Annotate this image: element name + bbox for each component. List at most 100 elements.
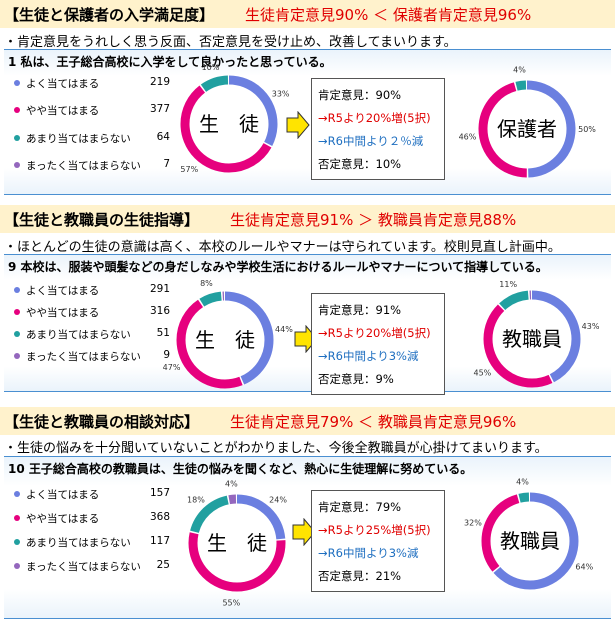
legend-count: 219 (149, 76, 170, 88)
legend-label: まったく当てはまらない (26, 351, 141, 363)
change-vs-r5: →R5より20%増(5択) (318, 326, 431, 340)
data-label-notatall: 4% (225, 479, 238, 488)
legend-marker (14, 80, 20, 86)
donut-center-label: 生 徒 (199, 112, 259, 136)
section-1-comment: ・肯定意見をうれしく思う反面、否定意見を受け止め、改善してまいります。 (4, 35, 457, 50)
section-1-header: 【生徒と保護者の入学満足度】 生徒肯定意見90% ＜ 保護者肯定意見96% (0, 0, 615, 28)
section-1-summary-box: 肯定意見：90% →R5より20%増(5択) →R6中間より２％減 否定意見：1… (311, 78, 445, 180)
section-2-summary-box: 肯定意見：91% →R5より20%増(5択) →R6中間より3%減 否定意見：9… (311, 293, 445, 395)
section-3-header: 【生徒と教職員の相談対応】 生徒肯定意見79% ＜ 教職員肯定意見96% (0, 407, 615, 435)
data-label-very: 33% (272, 89, 290, 98)
student-donut-3: 24% 55% 18% 4% 生 徒 (187, 479, 287, 607)
donut-slice-very (478, 80, 576, 178)
legend-count: 117 (149, 535, 170, 547)
legend-count: 25 (156, 559, 170, 571)
donut-center-label: 保護者 (497, 117, 557, 141)
section-2-header: 【生徒と教職員の生徒指導】 生徒肯定意見91% ＞ 教職員肯定意見88% (0, 205, 615, 233)
legend-count: 157 (149, 487, 170, 499)
change-vs-r6-midterm: →R6中間より２％減 (318, 134, 424, 148)
legend-item-very: よく当てはまる 157 (14, 487, 170, 502)
donut-center-label: 教職員 (502, 327, 562, 351)
legend-marker (14, 515, 20, 521)
legend-count: 7 (163, 158, 170, 170)
legend-marker (14, 135, 20, 141)
section-3-comment: ・生徒の悩みを十分聞いていないことがわかりました、今後全教職員が心掛けてまいりま… (4, 441, 548, 456)
data-label-very: 43% (582, 322, 600, 331)
staff-donut-3: 64% 32% 4% 教職員 (464, 477, 594, 590)
donut-slice-very (176, 291, 274, 389)
donut-slice-some (188, 494, 286, 592)
data-label-very: 64% (575, 563, 593, 572)
data-label-notmuch: 4% (513, 65, 526, 74)
legend-item-notatall: まったく当てはまらない 9 (14, 349, 170, 364)
legend-count: 291 (149, 283, 170, 295)
donut-slice-some (478, 80, 576, 178)
data-label-some: 55% (222, 599, 240, 608)
data-label-some: 45% (473, 369, 491, 378)
data-label-very: 24% (269, 495, 287, 504)
legend-item-notmuch: あまり当てはまらない 51 (14, 327, 170, 342)
legend-item-some: やや当てはまる 368 (14, 511, 170, 526)
section-2-headline: 生徒肯定意見91% ＞ 教職員肯定意見88% (230, 211, 517, 229)
donut-slice-very (188, 494, 286, 592)
legend-marker (14, 287, 20, 293)
legend-count: 9 (163, 349, 170, 361)
section-1-headline: 生徒肯定意見90% ＜ 保護者肯定意見96% (245, 6, 532, 24)
section-3-question: 10 王子総合高校の教職員は、生徒の悩みを聞くなど、熱心に生徒理解に努めている。 (8, 462, 473, 476)
data-label-some: 47% (163, 363, 181, 372)
data-label-notmuch: 4% (516, 477, 529, 486)
legend-count: 64 (156, 131, 170, 143)
legend-label: あまり当てはまらない (26, 133, 131, 145)
positive-rate: 肯定意見：90% (318, 88, 402, 102)
legend-marker (14, 539, 20, 545)
change-vs-r6-midterm: →R6中間より3%減 (318, 546, 419, 560)
legend-count: 51 (156, 327, 170, 339)
section-2-question: 9 本校は、服装や頭髪などの身だしなみや学校生活におけるルールやマナーについて指… (8, 260, 548, 274)
legend-item-notatall: まったく当てはまらない 7 (14, 158, 170, 173)
legend-item-some: やや当てはまる 377 (14, 103, 170, 118)
change-vs-r6-midterm: →R6中間より3%減 (318, 349, 419, 363)
data-label-very: 44% (275, 325, 293, 334)
donut-slice-very (481, 492, 579, 590)
student-donut-2: 44% 47% 8% 生 徒 (163, 279, 293, 389)
legend-marker (14, 309, 20, 315)
section-1-title: 【生徒と保護者の入学満足度】 (4, 6, 215, 24)
section-2-comment: ・ほとんどの生徒の意識は高く、本校のルールやマナーは守られています。校則見直し計… (4, 240, 561, 255)
data-label-notmuch: 10% (202, 63, 220, 72)
section-3-headline: 生徒肯定意見79% ＜ 教職員肯定意見96% (230, 413, 517, 431)
legend-label: まったく当てはまらない (26, 160, 141, 172)
donut-center-label: 教職員 (500, 529, 560, 553)
change-vs-r5: →R5より25%増(5択) (318, 523, 431, 537)
data-label-very: 50% (578, 125, 596, 134)
section-1-question: 1 私は、王子総合高校に入学をして良かったと思っている。 (8, 55, 332, 69)
legend-label: よく当てはまる (26, 489, 100, 501)
donut-center-label: 生 徒 (207, 531, 267, 555)
legend-label: やや当てはまる (26, 105, 100, 117)
donut-slice-some (483, 290, 581, 388)
parent-donut-1: 50% 46% 4% 保護者 (459, 65, 596, 178)
legend-label: よく当てはまる (26, 285, 100, 297)
positive-rate: 肯定意見：79% (318, 500, 402, 514)
positive-rate: 肯定意見：91% (318, 303, 402, 317)
legend-marker (14, 107, 20, 113)
legend-item-notmuch: あまり当てはまらない 117 (14, 535, 170, 550)
legend-item-some: やや当てはまる 316 (14, 305, 170, 320)
section-3-summary-box: 肯定意見：79% →R5より25%増(5択) →R6中間より3%減 否定意見：2… (311, 490, 445, 592)
data-label-some: 32% (464, 518, 482, 527)
negative-rate: 否定意見：10% (318, 157, 402, 171)
data-label-notmuch: 18% (187, 495, 205, 504)
legend-label: やや当てはまる (26, 307, 100, 319)
arrow-icon (286, 111, 310, 139)
negative-rate: 否定意見：9% (318, 372, 394, 386)
legend-label: よく当てはまる (26, 78, 100, 90)
legend-label: やや当てはまる (26, 513, 100, 525)
donut-slice-very (180, 75, 278, 173)
section-3-title: 【生徒と教職員の相談対応】 (4, 413, 200, 431)
negative-rate: 否定意見：21% (318, 569, 402, 583)
legend-label: まったく当てはまらない (26, 561, 141, 573)
legend-label: あまり当てはまらない (26, 537, 131, 549)
student-donut-1: 33% 57% 10% 生 徒 (180, 63, 290, 174)
data-label-notmuch: 11% (499, 280, 517, 289)
donut-slice-some (176, 291, 274, 389)
legend-marker (14, 162, 20, 168)
